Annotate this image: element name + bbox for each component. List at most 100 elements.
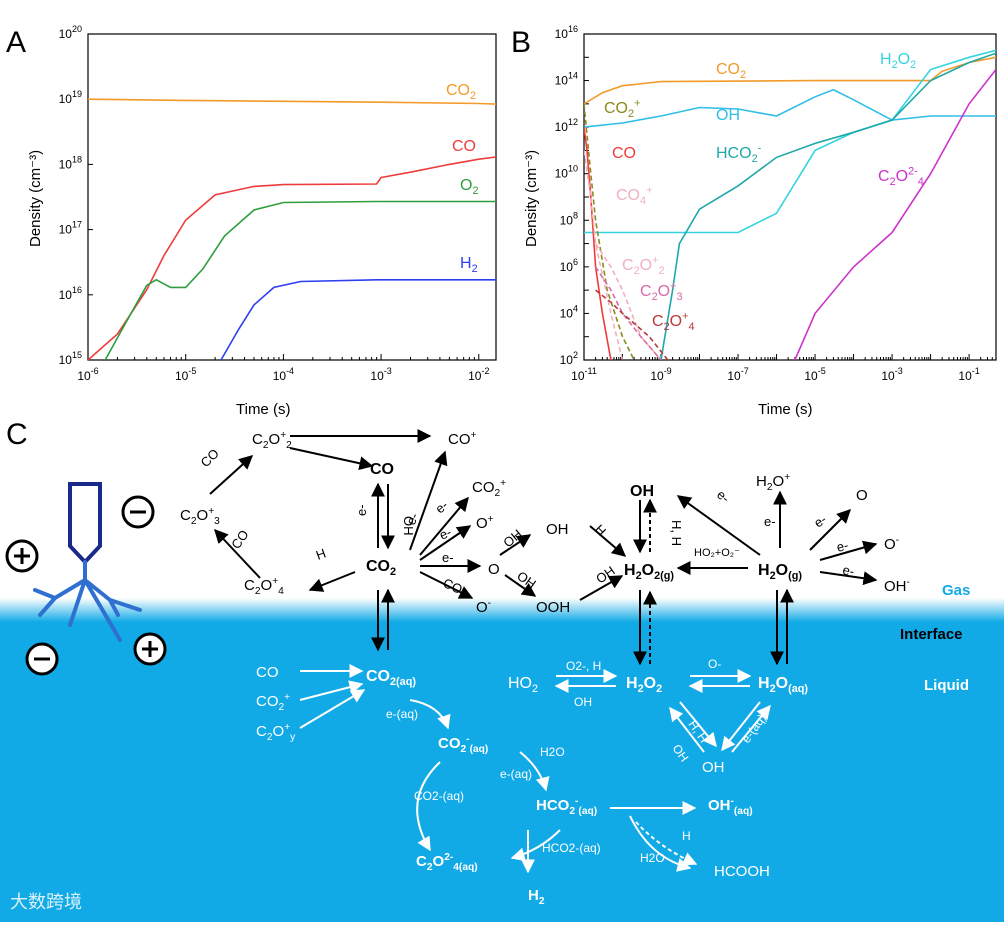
gas-edge-label: e- xyxy=(835,537,850,554)
gas-arrows xyxy=(209,429,878,666)
gas-edge-label: e- xyxy=(432,497,450,516)
series-line-o2 xyxy=(104,200,496,360)
liquid-node-lco2aq: CO2(aq) xyxy=(366,668,416,688)
region-interface-label: Interface xyxy=(900,626,963,643)
series-label: CO2+ xyxy=(604,98,640,120)
gas-edge-label: e- xyxy=(714,487,732,506)
gas-edge-label: H xyxy=(592,522,609,539)
y-tick-label: 1020 xyxy=(59,24,82,41)
series-line-c2o3- xyxy=(594,266,662,360)
series-label: H2O2 xyxy=(880,51,916,71)
series-line-oh xyxy=(584,88,996,128)
x-tick-label: 10-7 xyxy=(727,366,748,383)
x-tick-label: 10-3 xyxy=(370,366,391,383)
series-group xyxy=(584,49,996,360)
liquid-node-lh2: H2 xyxy=(528,887,545,907)
gas-nodes: C2O+2 CO+COCO2+C2O+3CO2O+OO-C2O+4OHOOHOHH… xyxy=(180,430,910,616)
liquid-edge-label: e-(aq) xyxy=(500,767,532,781)
x-axis-label: Time (s) xyxy=(236,401,290,418)
series-line-c2o4- xyxy=(595,289,669,360)
gas-node-h2og: H2O(g) xyxy=(758,562,802,582)
panel-label-b: B xyxy=(511,26,531,59)
liquid-node-lco: CO xyxy=(256,664,279,681)
series-label: CO2 xyxy=(716,61,746,81)
x-tick-label: 10-5 xyxy=(804,366,825,383)
y-tick-label: 1018 xyxy=(59,154,82,171)
gas-node-o_r: O xyxy=(856,487,868,504)
series-label: H2 xyxy=(460,255,478,275)
gas-edge-label: e- xyxy=(442,550,454,565)
series-line-c2o2- xyxy=(594,243,662,360)
y-tick-label: 1010 xyxy=(555,164,578,181)
y-tick-label: 1014 xyxy=(555,71,578,88)
liquid-node-lohaq: OH-(aq) xyxy=(708,796,753,817)
plot-frame-a xyxy=(87,33,497,361)
series-line-co2- xyxy=(584,103,635,360)
series-label: C2O+4 xyxy=(652,311,695,333)
liquid-node-lho2: HO2 xyxy=(508,675,538,695)
y-axis-label: Density (cm⁻³) xyxy=(27,150,44,247)
series-line-h2o2 xyxy=(584,49,996,234)
y-tick-label: 1016 xyxy=(555,24,578,41)
gas-node-c2o4p: C2O+4 xyxy=(244,576,284,597)
series-label: O2 xyxy=(460,177,479,197)
gas-edge-label: e- xyxy=(354,504,369,516)
gas-node-om_r: O- xyxy=(884,535,899,553)
gas-edge-label-ho2: HO₂+O₂⁻ xyxy=(694,547,740,559)
gas-node-oh_mid: OH xyxy=(546,521,569,538)
y-tick-label: 1016 xyxy=(59,285,82,302)
gas-edge-label: OH xyxy=(500,526,525,550)
y-axis-label: Density (cm⁻³) xyxy=(523,150,540,247)
panel-label-a: A xyxy=(6,26,26,59)
series-label: CO xyxy=(452,138,476,155)
x-tick-label: 10-6 xyxy=(77,366,98,383)
series-label: C2O+2 xyxy=(622,255,665,277)
panel-label-c: C xyxy=(6,418,28,451)
liquid-arrows xyxy=(299,664,771,874)
x-tick-label: 10-5 xyxy=(175,366,196,383)
liquid-node-lc2o4aq: C2O2-4(aq) xyxy=(416,852,478,873)
watermark: 大数跨境 xyxy=(10,892,82,912)
gas-edge-label: OH xyxy=(593,563,618,586)
liquid-node-lco2p: CO2+ xyxy=(256,692,290,713)
liquid-edge-label: H2O xyxy=(540,745,565,759)
liquid-node-lhcooh: HCOOH xyxy=(714,863,770,880)
gas-edge-label: CO xyxy=(441,575,465,597)
series-line-co2 xyxy=(584,56,996,105)
y-tick-label: 102 xyxy=(560,350,578,367)
x-tick-label: 10-9 xyxy=(650,366,671,383)
y-tick-label: 1015 xyxy=(59,350,82,367)
gas-node-cop_top: CO+ xyxy=(448,430,477,448)
y-tick-label: 108 xyxy=(560,210,578,227)
electrode-icon xyxy=(33,482,142,642)
gas-edge-label: e- xyxy=(437,524,454,542)
y-tick-label: 104 xyxy=(560,303,578,320)
gas-node-h2o2g: H2O2(g) xyxy=(624,562,674,582)
interface-gradient xyxy=(0,598,1004,622)
gas-node-o_mid: O xyxy=(488,561,500,578)
gas-node-co: CO xyxy=(370,461,394,478)
series-line-co xyxy=(584,126,612,360)
x-tick-label: 10-2 xyxy=(468,366,489,383)
liquid-edge-label: CO2-(aq) xyxy=(414,789,464,803)
liquid-node-loh: OH xyxy=(702,759,725,776)
gas-edge-label: e- xyxy=(403,510,421,527)
series-label: CO xyxy=(612,145,636,162)
liquid-nodes: COCO2+C2O+yCO2(aq)CO2-(aq)HCO2-(aq)C2O2-… xyxy=(256,664,808,907)
liquid-node-lh2oaq: H2O(aq) xyxy=(758,675,808,695)
liquid-edge-label: e-(aq) xyxy=(386,707,418,721)
series-label: CO2 xyxy=(446,82,476,102)
gas-edge-label: e- xyxy=(841,562,855,579)
series-line-co xyxy=(88,156,496,360)
ion-icons xyxy=(5,495,167,676)
gas-edge-label: e- xyxy=(811,512,829,531)
region-gas-label: Gas xyxy=(942,582,970,599)
x-axis-label: Time (s) xyxy=(758,401,812,418)
y-tick-label: 106 xyxy=(560,257,578,274)
series-label: C2O+3 xyxy=(640,281,683,303)
liquid-edge-label: H2O xyxy=(640,851,665,865)
gas-node-oh_top: OH xyxy=(630,483,654,500)
liquid-node-lco2maq: CO2-(aq) xyxy=(438,734,488,755)
gas-node-ohm_r: OH- xyxy=(884,577,910,595)
